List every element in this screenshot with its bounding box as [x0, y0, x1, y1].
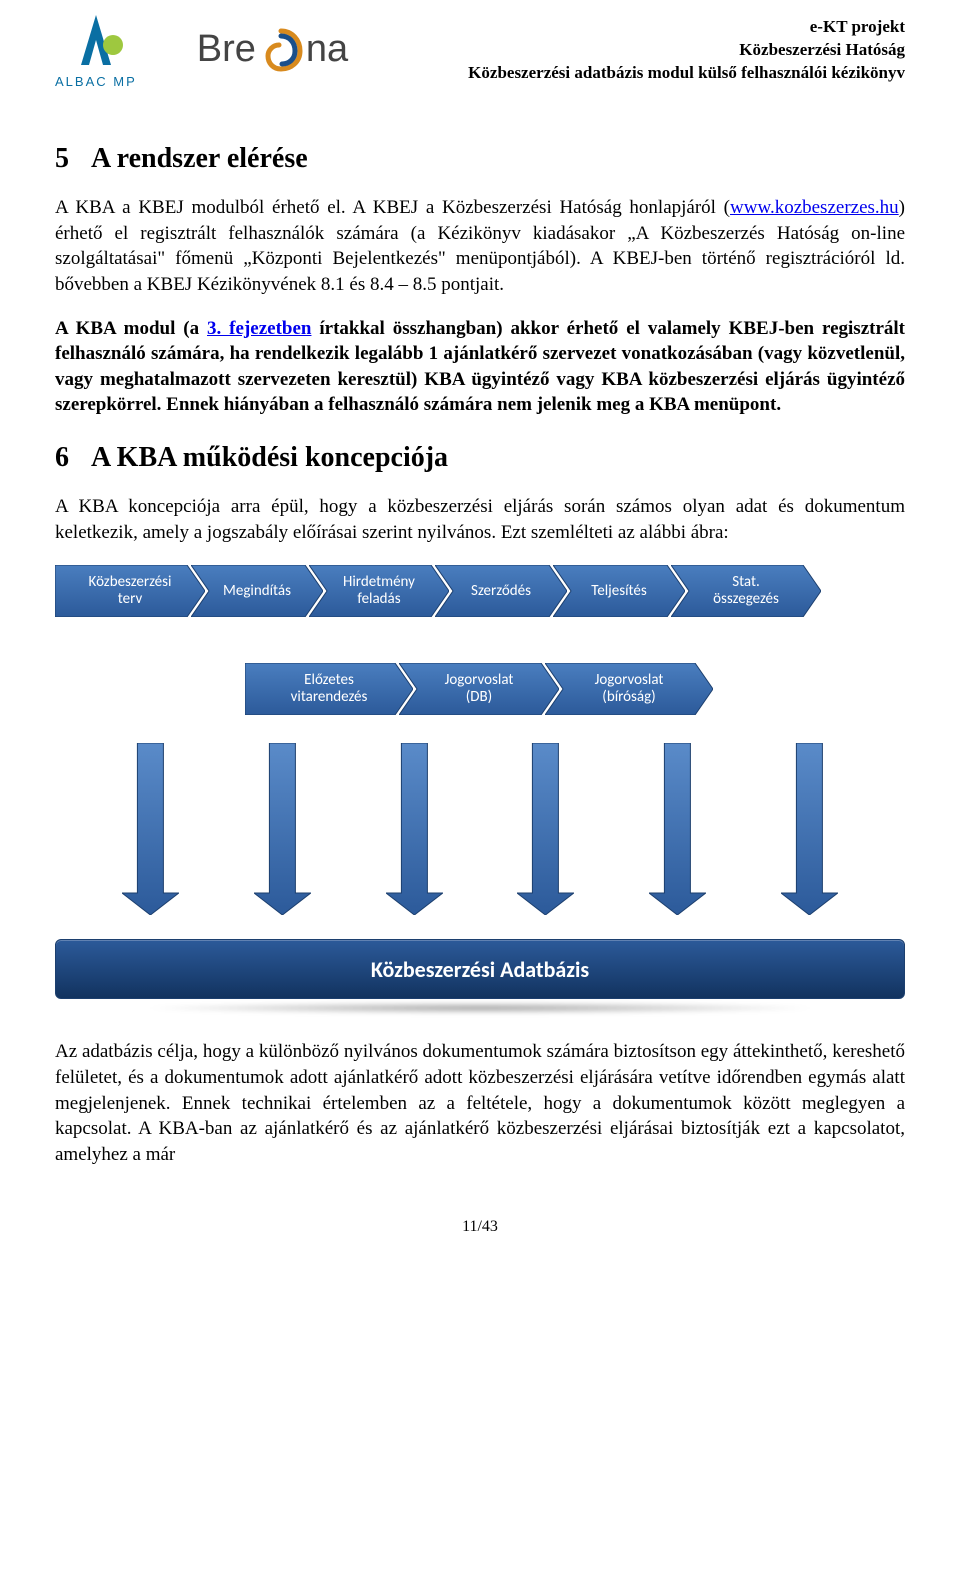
down-arrows-row [55, 743, 905, 915]
breona-logo: Bre na [197, 27, 348, 73]
process-step: Megindítás [191, 565, 323, 617]
kozbeszerzes-link[interactable]: www.kozbeszerzes.hu [730, 197, 899, 218]
down-arrow-icon [122, 743, 179, 915]
swirl-icon [258, 27, 304, 73]
process-step: Közbeszerzési terv [55, 565, 205, 617]
down-arrow-icon [517, 743, 574, 915]
process-step: Jogorvoslat (bíróság) [545, 663, 713, 715]
section5-p1: A KBA a KBEJ modulból érhető el. A KBEJ … [55, 195, 905, 298]
process-band-2: Előzetes vitarendezés Jogorvoslat (DB) J… [245, 663, 715, 715]
section6-title: A KBA működési koncepciója [91, 442, 448, 473]
header-right: e-KT projekt Közbeszerzési Hatóság Közbe… [468, 10, 905, 85]
process-step: Előzetes vitarendezés [245, 663, 413, 715]
process-step: Hirdetmény feladás [309, 565, 449, 617]
section5-num: 5 [55, 143, 69, 174]
process-step: Teljesítés [553, 565, 685, 617]
logo-group: ALBAC MP Bre na [55, 10, 348, 89]
section6-p2: Az adatbázis célja, hogy a különböző nyi… [55, 1039, 905, 1167]
section5-p2: A KBA modul (a 3. fejezetben írtakkal ös… [55, 316, 905, 419]
database-label: Közbeszerzési Adatbázis [371, 956, 589, 983]
concept-diagram: Közbeszerzési terv Megindítás Hirdetmény… [55, 565, 905, 999]
header-line3: Közbeszerzési adatbázis modul külső felh… [468, 62, 905, 85]
page-header: ALBAC MP Bre na e-KT projekt Közbeszerzé… [55, 0, 905, 119]
process-step: Jogorvoslat (DB) [399, 663, 559, 715]
section5-p2-a: A KBA modul (a [55, 318, 207, 339]
page-number: 11/43 [55, 1218, 905, 1236]
breona-prefix: Bre [197, 28, 256, 71]
down-arrow-icon [386, 743, 443, 915]
breona-suffix: na [306, 28, 348, 71]
down-arrow-icon [781, 743, 838, 915]
section6-num: 6 [55, 442, 69, 473]
process-step: Szerződés [435, 565, 567, 617]
down-arrow-icon [254, 743, 311, 915]
chapter3-link[interactable]: 3. fejezetben [207, 318, 311, 339]
section6-p1: A KBA koncepciója arra épül, hogy a közb… [55, 494, 905, 545]
process-step: Stat. összegezés [671, 565, 821, 617]
database-band: Közbeszerzési Adatbázis [55, 939, 905, 999]
section6-heading: 6 A KBA működési koncepciója [55, 442, 905, 474]
section5-heading: 5 A rendszer elérése [55, 143, 905, 175]
albacomp-logo: ALBAC MP [55, 10, 137, 89]
section5-title: A rendszer elérése [91, 143, 308, 174]
albacomp-label: ALBAC MP [55, 74, 137, 89]
process-band-1: Közbeszerzési terv Megindítás Hirdetmény… [55, 565, 905, 617]
header-line2: Közbeszerzési Hatóság [468, 39, 905, 62]
header-line1: e-KT projekt [468, 16, 905, 39]
down-arrow-icon [649, 743, 706, 915]
section5-p1-a: A KBA a KBEJ modulból érhető el. A KBEJ … [55, 197, 730, 218]
